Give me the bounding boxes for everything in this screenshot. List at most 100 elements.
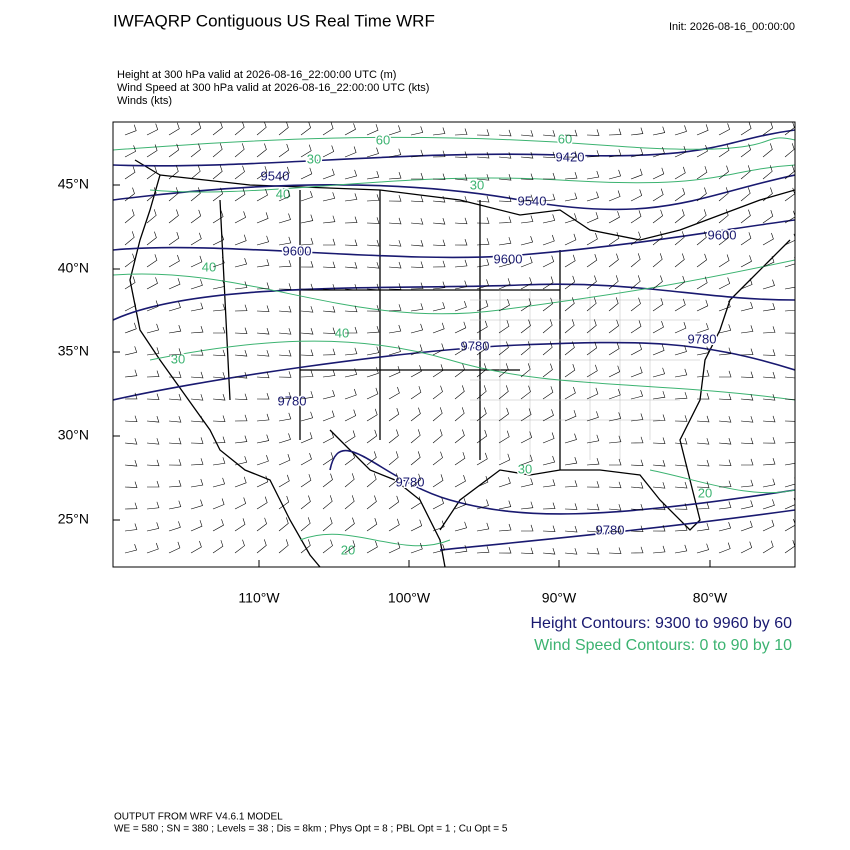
wind-barb <box>542 255 555 268</box>
wind-barb <box>498 174 512 181</box>
wind-barb <box>542 363 553 378</box>
wind-barb <box>762 187 773 202</box>
wind-contours <box>113 136 795 547</box>
wind-barb <box>454 545 468 554</box>
wind-barb <box>498 257 511 268</box>
footer-line: WE = 580 ; SN = 380 ; Levels = 38 ; Dis … <box>114 824 508 835</box>
wind-barb <box>322 192 336 202</box>
wind-barb <box>190 371 204 379</box>
lon-label: 110°W <box>238 590 280 606</box>
wind-barb <box>322 284 336 291</box>
wind-barb <box>212 256 225 268</box>
wind-barb <box>740 437 754 445</box>
wind-barb <box>146 165 157 180</box>
wind-barb <box>278 260 292 268</box>
wind-barb <box>366 262 380 269</box>
wind-barb <box>762 279 775 290</box>
wind-barb <box>586 275 597 290</box>
wind-barb <box>520 501 534 510</box>
wind-barb <box>146 209 157 224</box>
wind-barb <box>564 275 576 290</box>
wind-barb <box>300 167 313 180</box>
wind-barb <box>345 326 358 334</box>
wind-barb <box>520 319 531 334</box>
wind-barb <box>256 189 268 202</box>
wind-barb <box>630 482 644 489</box>
wind-barb <box>124 392 138 400</box>
wind-barb <box>498 430 510 444</box>
wind-barb <box>278 328 292 335</box>
wind-barb <box>256 393 270 400</box>
wind-barb <box>630 525 644 533</box>
lon-label: 80°W <box>693 590 728 606</box>
wind-barb <box>520 298 532 312</box>
wind-barb <box>586 150 600 158</box>
wind-barb <box>388 195 402 202</box>
wind-barb <box>476 320 488 334</box>
wind-barb <box>168 521 181 532</box>
wind-barb <box>366 326 380 334</box>
wind-barb <box>630 253 641 268</box>
wind-barb <box>608 128 622 136</box>
wind-barb <box>784 257 795 268</box>
lat-label: 30°N <box>58 427 89 443</box>
wind-barb <box>718 123 730 136</box>
wind-barb <box>520 277 532 290</box>
wind-barb <box>454 321 467 334</box>
wind-barb <box>498 195 512 202</box>
wind-barb <box>520 408 532 422</box>
wind-contour-label: 40 <box>202 259 216 274</box>
wind-barb <box>146 370 160 378</box>
wind-barb <box>432 239 446 247</box>
wind-barb <box>388 366 401 378</box>
wind-barb <box>256 413 270 422</box>
wind-barb <box>366 367 379 378</box>
wind-barb <box>410 386 422 400</box>
wind-barb <box>168 278 181 290</box>
wind-barb <box>520 524 534 532</box>
wind-barb <box>432 127 446 136</box>
wind-barb <box>740 143 751 158</box>
wind-barb <box>762 519 775 532</box>
wind-barb <box>630 413 644 422</box>
wind-barb <box>454 217 468 225</box>
wind-barb <box>212 436 226 444</box>
wind-barb <box>411 172 424 180</box>
wind-barb <box>234 234 247 246</box>
wind-barb <box>344 517 355 532</box>
wind-barb <box>652 344 665 356</box>
wind-barb <box>762 478 776 488</box>
wind-barb <box>608 211 620 224</box>
wind-barb <box>476 279 489 290</box>
wind-barb <box>586 297 597 312</box>
wind-barb <box>476 407 487 422</box>
wind-barb <box>410 407 421 422</box>
wind-barb <box>300 122 311 136</box>
wind-barb <box>256 235 269 246</box>
wind-barb <box>256 496 268 510</box>
wind-barb <box>696 276 708 290</box>
wind-barb <box>630 320 642 334</box>
wind-barb <box>432 260 446 268</box>
wind-barb <box>564 233 577 246</box>
wind-barb <box>432 302 446 312</box>
wind-barb <box>608 342 620 356</box>
wind-barb <box>498 453 511 466</box>
wind-barb <box>388 261 402 269</box>
wind-barb <box>256 166 268 180</box>
wind-barb <box>718 165 729 180</box>
wind-barb <box>278 190 291 202</box>
wind-barb <box>564 151 578 158</box>
wind-barb <box>762 256 775 268</box>
wind-barb <box>432 497 444 510</box>
wind-barb <box>124 231 135 246</box>
wind-barb <box>212 143 223 158</box>
wind-barb <box>388 324 402 334</box>
wind-barb <box>784 349 795 357</box>
wind-barb <box>432 343 445 356</box>
wind-barb <box>300 411 313 422</box>
wind-barb <box>498 385 509 400</box>
wind-barb <box>190 279 203 290</box>
wind-barb <box>256 122 267 136</box>
wind-barb <box>454 196 468 203</box>
